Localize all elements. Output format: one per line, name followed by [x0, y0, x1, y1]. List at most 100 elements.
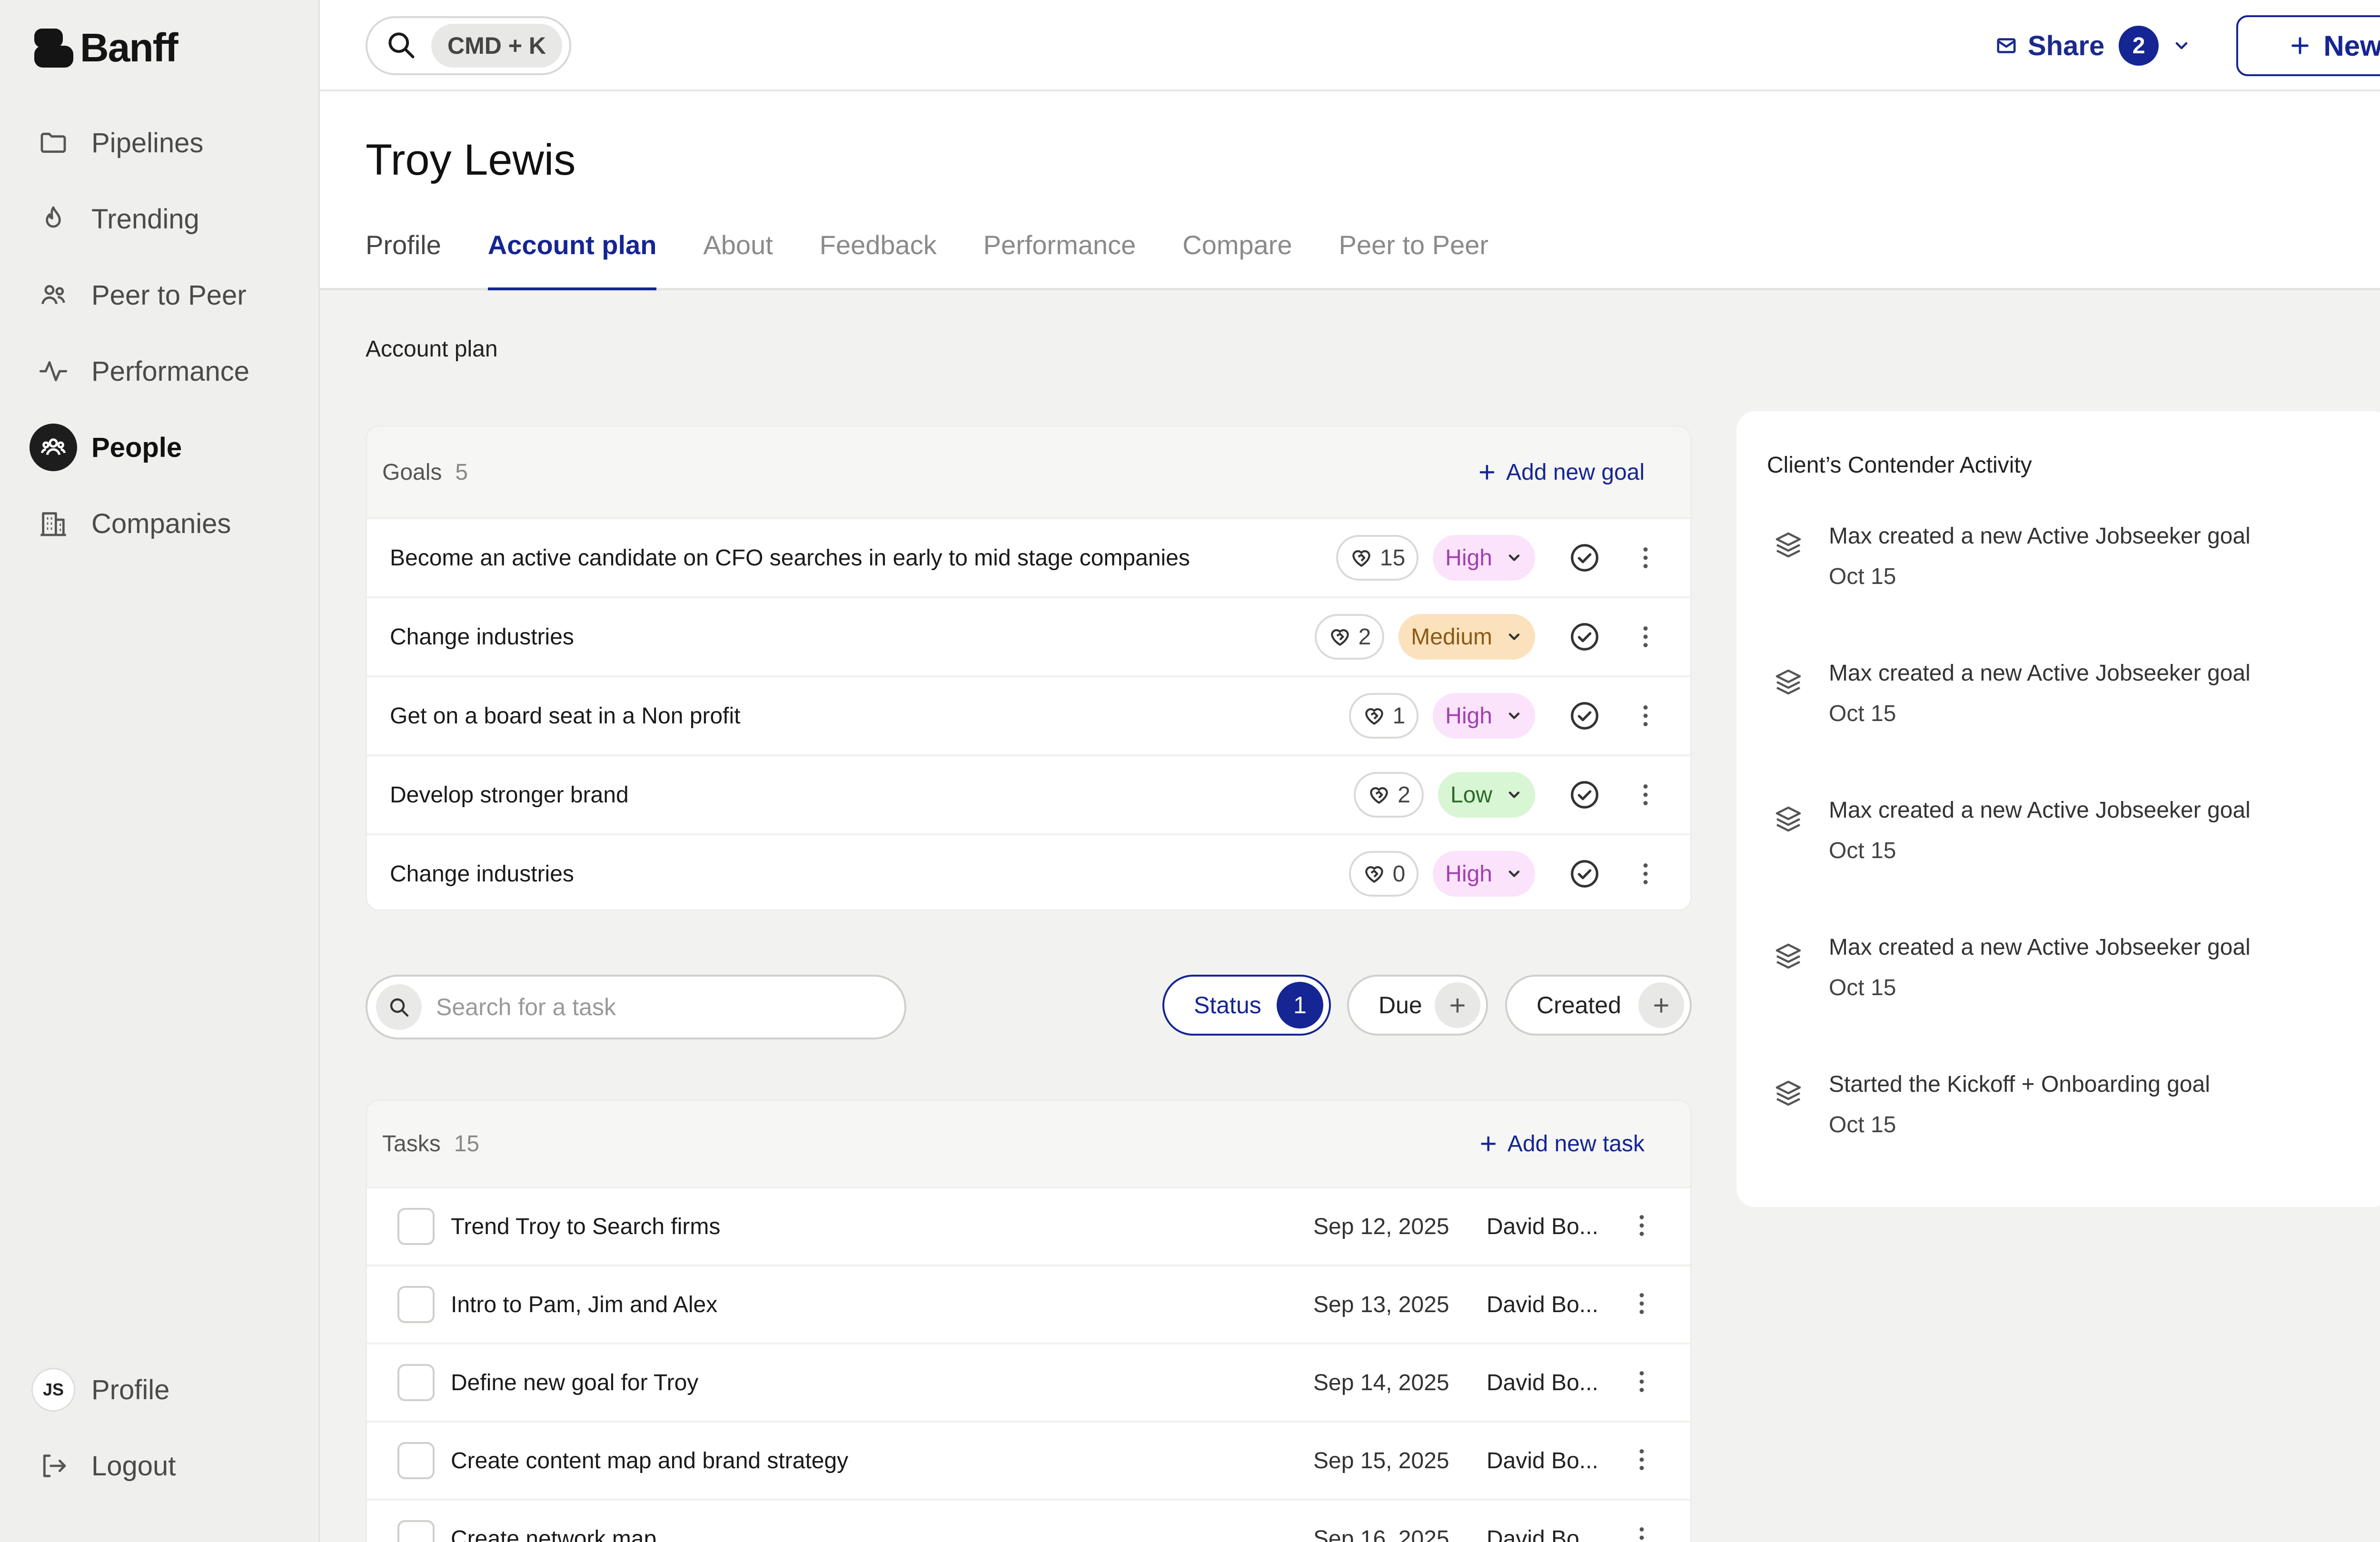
- sidebar-item-trending[interactable]: Trending: [30, 181, 249, 257]
- tab-performance[interactable]: Performance: [983, 230, 1136, 260]
- sidebar-item-logout[interactable]: Logout: [30, 1428, 176, 1504]
- task-row[interactable]: Create content map and brand strategy Se…: [367, 1421, 1690, 1499]
- more-options-icon[interactable]: [1626, 539, 1665, 577]
- sidebar-item-label: Pipelines: [91, 127, 204, 158]
- support-count: 0: [1392, 861, 1406, 887]
- tab-account-plan[interactable]: Account plan: [487, 229, 656, 290]
- add-task-button[interactable]: + Add new task: [1480, 1127, 1645, 1161]
- more-options-icon[interactable]: [1626, 776, 1665, 814]
- task-row[interactable]: Intro to Pam, Jim and Alex Sep 13, 2025 …: [367, 1265, 1690, 1343]
- tab-compare[interactable]: Compare: [1182, 230, 1292, 260]
- priority-dropdown[interactable]: Low: [1438, 772, 1535, 818]
- status-filter-button[interactable]: Status 1: [1162, 975, 1331, 1036]
- task-owner: David Bo...: [1487, 1526, 1598, 1542]
- task-title: Trend Troy to Search firms: [451, 1214, 721, 1239]
- priority-dropdown[interactable]: High: [1433, 535, 1535, 581]
- status-filter-label: Status: [1194, 992, 1261, 1018]
- tab-profile[interactable]: Profile: [366, 230, 441, 260]
- tasks-header: Tasks 15 + Add new task: [367, 1101, 1690, 1186]
- avatar: JS: [30, 1366, 77, 1414]
- task-checkbox[interactable]: [397, 1208, 435, 1245]
- goal-row[interactable]: Get on a board seat in a Non profit 1 Hi…: [367, 675, 1690, 754]
- activity-item: Max created a new Active Jobseeker goal …: [1767, 659, 2251, 727]
- sidebar-item-companies[interactable]: Companies: [30, 485, 249, 562]
- more-options-icon[interactable]: [1627, 1445, 1656, 1476]
- more-options-icon[interactable]: [1627, 1523, 1656, 1542]
- plus-icon: +: [1638, 982, 1684, 1028]
- plus-icon: [2289, 35, 2311, 57]
- add-goal-button[interactable]: + Add new goal: [1478, 455, 1645, 489]
- goal-text: Change industries: [390, 861, 574, 887]
- activity-title: Client’s Contender Activity: [1767, 453, 2032, 478]
- complete-check-icon[interactable]: [1566, 618, 1604, 656]
- app-name: Banff: [80, 25, 178, 70]
- goal-row[interactable]: Change industries 0 High: [367, 833, 1690, 909]
- task-checkbox[interactable]: [397, 1520, 435, 1542]
- sidebar-item-performance[interactable]: Performance: [30, 333, 249, 409]
- more-options-icon[interactable]: [1626, 618, 1665, 656]
- global-search-button[interactable]: CMD + K: [366, 16, 571, 75]
- chevron-down-icon: [2172, 36, 2191, 55]
- task-owner: David Bo...: [1487, 1214, 1598, 1239]
- layers-icon: [1767, 661, 1810, 703]
- activity-text: Max created a new Active Jobseeker goal: [1829, 798, 2251, 823]
- support-count-button[interactable]: 2: [1354, 772, 1424, 818]
- more-options-icon[interactable]: [1626, 855, 1665, 893]
- logout-icon: [30, 1442, 77, 1490]
- support-count-button[interactable]: 1: [1349, 693, 1419, 739]
- goal-row[interactable]: Change industries 2 Medium: [367, 596, 1690, 675]
- chevron-down-icon: [1506, 786, 1523, 803]
- more-options-icon[interactable]: [1627, 1289, 1656, 1320]
- due-filter-button[interactable]: Due +: [1347, 975, 1488, 1036]
- goal-row[interactable]: Develop stronger brand 2 Low: [367, 754, 1690, 833]
- task-checkbox[interactable]: [397, 1286, 435, 1323]
- tab-about[interactable]: About: [703, 230, 773, 260]
- search-icon: [376, 984, 422, 1030]
- task-search-field[interactable]: [366, 975, 906, 1039]
- share-button[interactable]: Share 2: [1995, 25, 2191, 67]
- support-count-button[interactable]: 0: [1349, 851, 1419, 897]
- sidebar-item-label: Logout: [91, 1450, 176, 1482]
- sidebar-item-pipelines[interactable]: Pipelines: [30, 105, 249, 181]
- sidebar-item-label: People: [91, 432, 182, 463]
- heart-handshake-icon: [1367, 783, 1391, 807]
- more-options-icon[interactable]: [1626, 697, 1665, 735]
- activity-date: Oct 15: [1829, 975, 1896, 1000]
- contender-activity-panel: Client’s Contender Activity Max created …: [1736, 411, 2380, 1207]
- priority-dropdown[interactable]: High: [1433, 851, 1535, 897]
- sidebar: Banff Pipelines Trending Peer to Peer Pe…: [0, 0, 320, 1542]
- support-count-button[interactable]: 2: [1314, 614, 1385, 660]
- complete-check-icon[interactable]: [1566, 697, 1604, 735]
- task-checkbox[interactable]: [397, 1442, 435, 1479]
- complete-check-icon[interactable]: [1566, 539, 1604, 577]
- app-logo[interactable]: Banff: [34, 25, 178, 71]
- task-search-input[interactable]: [436, 993, 864, 1021]
- complete-check-icon[interactable]: [1566, 855, 1604, 893]
- new-button[interactable]: New: [2236, 15, 2380, 76]
- task-row[interactable]: Create network map Sep 16, 2025 David Bo…: [367, 1499, 1690, 1542]
- more-options-icon[interactable]: [1627, 1211, 1656, 1242]
- support-count: 15: [1379, 545, 1406, 571]
- goal-row[interactable]: Become an active candidate on CFO search…: [367, 517, 1690, 596]
- task-row[interactable]: Trend Troy to Search firms Sep 12, 2025 …: [367, 1186, 1690, 1265]
- priority-dropdown[interactable]: High: [1433, 693, 1535, 739]
- complete-check-icon[interactable]: [1566, 776, 1604, 814]
- page-title: Troy Lewis: [366, 136, 576, 184]
- tab-peer-to-peer[interactable]: Peer to Peer: [1339, 230, 1489, 260]
- sidebar-item-peer-to-peer[interactable]: Peer to Peer: [30, 257, 249, 333]
- avatar-initials: JS: [31, 1368, 75, 1412]
- tab-feedback[interactable]: Feedback: [819, 230, 937, 260]
- banff-logo-icon: [34, 28, 73, 68]
- sidebar-item-profile[interactable]: JS Profile: [30, 1352, 176, 1428]
- priority-dropdown[interactable]: Medium: [1398, 614, 1535, 660]
- task-due-date: Sep 15, 2025: [1313, 1448, 1449, 1473]
- created-filter-button[interactable]: Created +: [1505, 975, 1692, 1036]
- due-filter-label: Due: [1378, 992, 1422, 1018]
- task-row[interactable]: Define new goal for Troy Sep 14, 2025 Da…: [367, 1343, 1690, 1421]
- sidebar-item-people[interactable]: People: [30, 409, 249, 485]
- activity-item: Max created a new Active Jobseeker goal …: [1767, 522, 2251, 590]
- more-options-icon[interactable]: [1627, 1367, 1656, 1398]
- task-checkbox[interactable]: [397, 1364, 435, 1401]
- support-count: 2: [1358, 624, 1371, 650]
- support-count-button[interactable]: 15: [1336, 535, 1419, 581]
